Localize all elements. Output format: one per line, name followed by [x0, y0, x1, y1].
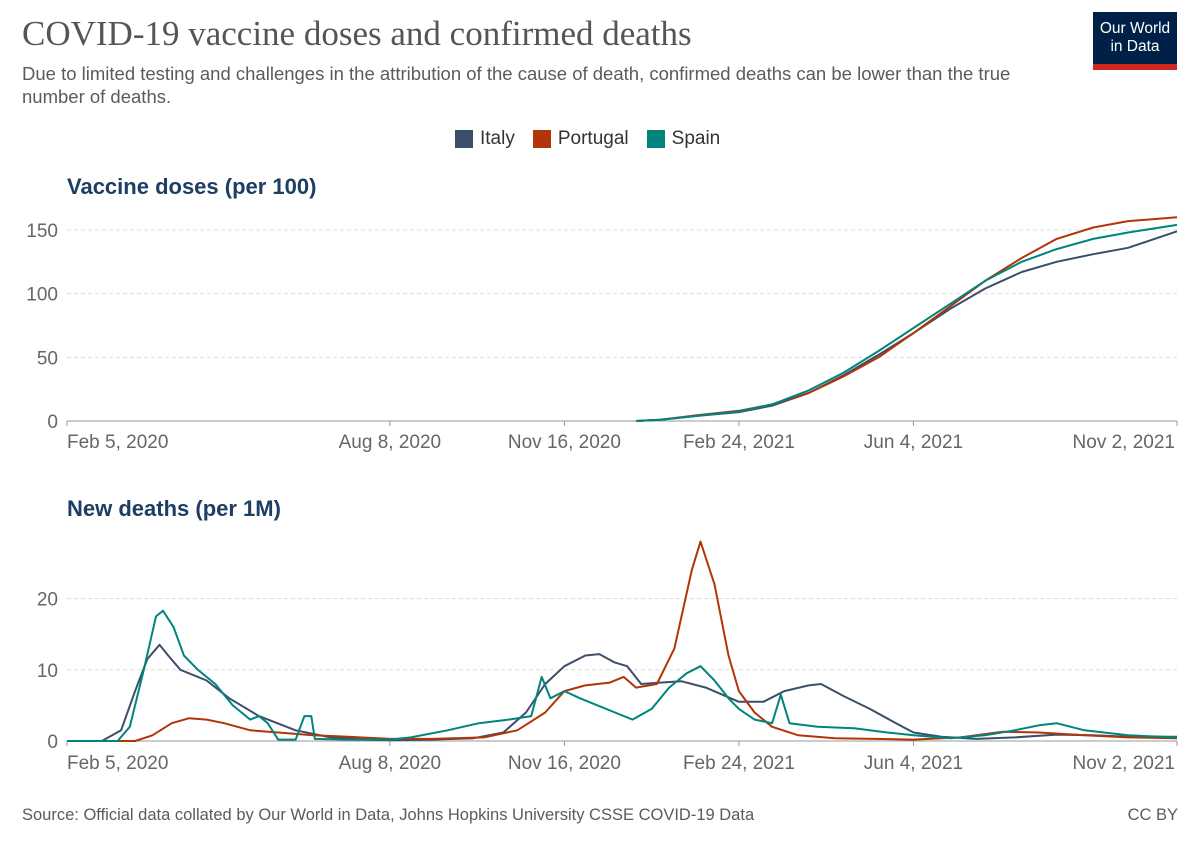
x-tick-label-1-5: Nov 2, 2021: [1073, 753, 1175, 774]
legend-swatch-italy: [455, 130, 473, 148]
x-tick-label-0-1: Aug 8, 2020: [339, 432, 441, 453]
chart-title: COVID-19 vaccine doses and confirmed dea…: [22, 14, 692, 53]
x-tick-label-1-0: Feb 5, 2020: [67, 753, 168, 774]
logo-red-bar: [1093, 64, 1177, 70]
series-line-spain-1: [67, 609, 1178, 742]
series-line-spain-0: [635, 223, 1178, 422]
series-line-italy-0: [635, 230, 1178, 422]
x-tick-label-0-0: Feb 5, 2020: [67, 432, 168, 453]
license-link[interactable]: CC BY: [1127, 806, 1178, 824]
y-tick-label-1-2: 20: [37, 590, 58, 611]
x-tick-label-1-3: Feb 24, 2021: [683, 753, 795, 774]
legend-swatch-portugal: [532, 130, 551, 148]
y-tick-label-1-1: 10: [37, 661, 58, 682]
x-tick-label-0-4: Jun 4, 2021: [864, 432, 963, 453]
y-tick-label-0-2: 100: [26, 285, 58, 306]
series-line-portugal-1: [67, 540, 1178, 742]
x-tick-label-1-2: Nov 16, 2020: [508, 753, 621, 774]
y-tick-label-0-3: 150: [26, 221, 58, 242]
logo-line-2: in Data: [1110, 38, 1160, 55]
logo-line-1: Our World: [1099, 20, 1171, 37]
owid-logo[interactable]: Our World in Data: [1093, 12, 1177, 70]
y-tick-label-0-0: 0: [47, 412, 58, 433]
x-tick-label-0-3: Feb 24, 2021: [683, 432, 795, 453]
legend-item-spain[interactable]: Spain: [646, 128, 721, 150]
source-note: Source: Official data collated by Our Wo…: [22, 806, 755, 824]
panel-title-vaccine-doses: Vaccine doses (per 100): [67, 174, 317, 199]
legend-item-portugal[interactable]: Portugal: [532, 128, 629, 150]
legend-label-italy: Italy: [480, 128, 515, 149]
legend: Italy Portugal Spain: [455, 128, 720, 150]
y-tick-label-1-0: 0: [47, 732, 58, 753]
x-tick-label-0-2: Nov 16, 2020: [508, 432, 621, 453]
legend-item-italy[interactable]: Italy: [455, 128, 515, 150]
legend-swatch-spain: [646, 130, 665, 148]
chart-subtitle: Due to limited testing and challenges in…: [22, 63, 1011, 107]
legend-label-spain: Spain: [671, 128, 721, 149]
panel-title-new-deaths: New deaths (per 1M): [67, 496, 281, 521]
y-tick-label-0-1: 50: [37, 348, 58, 369]
x-tick-label-1-1: Aug 8, 2020: [339, 753, 441, 774]
x-tick-label-1-4: Jun 4, 2021: [864, 753, 963, 774]
x-tick-label-0-5: Nov 2, 2021: [1073, 432, 1175, 453]
legend-label-portugal: Portugal: [557, 128, 629, 149]
series-line-italy-1: [67, 643, 1177, 742]
series-line-portugal-0: [635, 216, 1178, 422]
